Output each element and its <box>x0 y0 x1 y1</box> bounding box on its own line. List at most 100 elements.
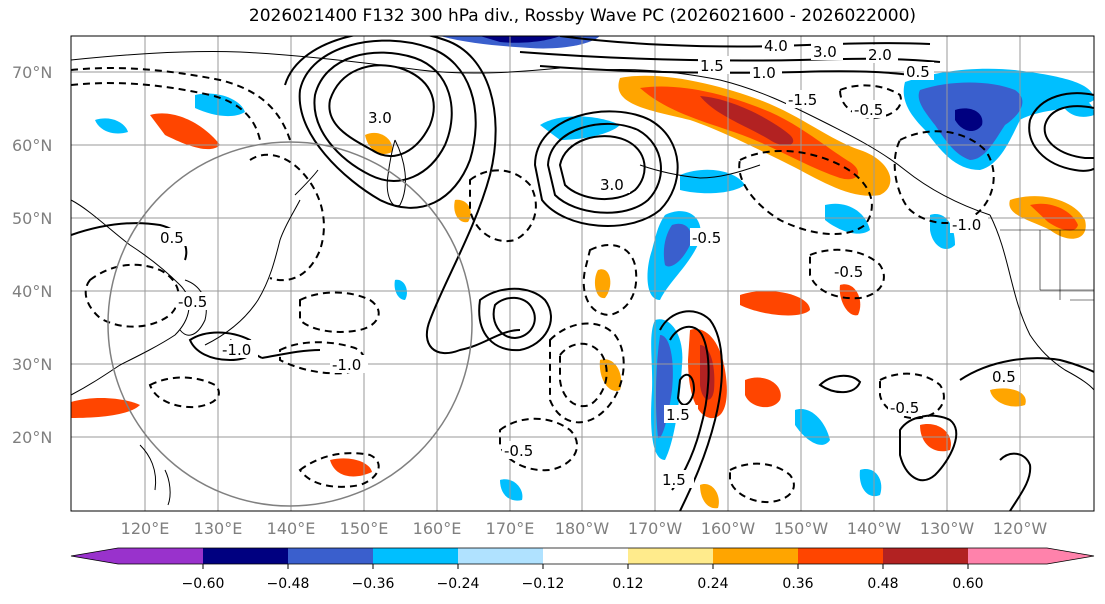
contour-neg-west-2 <box>71 82 261 141</box>
coast-korea <box>179 279 207 336</box>
shade-neg-west-4 <box>394 279 407 300</box>
contour-label: -0.5 <box>504 442 533 460</box>
colorbar-seg <box>883 548 968 564</box>
colorbar-seg <box>1047 548 1094 564</box>
contour-pacific-center <box>478 287 552 352</box>
lon-label: 140°W <box>847 519 902 538</box>
lat-label: 70°N <box>12 63 52 82</box>
contour-pacific-center-2 <box>492 296 536 340</box>
shade-pos-west-6 <box>700 484 719 509</box>
contour-labels: 4.0 3.0 2.0 1.5 1.0 0.5 3.0 3.0 0.5 -0.5… <box>158 36 1020 489</box>
colorbar-outline <box>70 547 1095 565</box>
contour-label: -1.5 <box>788 91 817 109</box>
contour-neg-center-1 <box>469 169 537 243</box>
contour-label: 1.5 <box>666 406 690 424</box>
contour-label: 0.5 <box>906 63 930 81</box>
contour-neg-east-2 <box>809 248 885 300</box>
colorbar-tick-label: −0.24 <box>437 576 480 592</box>
shade-neg-nw-canada-max <box>955 108 983 132</box>
colorbar-seg <box>713 548 798 564</box>
shade-pos-west-5 <box>454 199 471 223</box>
contour-neg-center-4 <box>582 244 638 317</box>
contour-label: 1.5 <box>662 471 686 489</box>
contour-east-1 <box>818 374 862 394</box>
shade-pos-west-1 <box>150 113 220 150</box>
colorbar-tick-label: −0.12 <box>522 576 565 592</box>
contour-high-nw-05 <box>284 36 521 355</box>
shade-pos-west-3 <box>330 458 372 477</box>
colorbar: −0.60 −0.48 −0.36 −0.24 −0.12 0.12 0.24 … <box>70 547 1095 592</box>
contour-neg-east-3 <box>879 372 945 420</box>
contour-neg-west-3 <box>249 153 325 282</box>
lat-label: 30°N <box>12 355 52 374</box>
contour-low-circle-1 <box>533 110 679 227</box>
contour-high-nw-3 <box>328 64 435 157</box>
shade-pos-west-2 <box>71 398 140 418</box>
colorbar-seg <box>458 548 543 564</box>
contour-label: 3.0 <box>813 43 837 61</box>
colorbar-seg <box>628 548 713 564</box>
shade-pos-east-1b <box>1030 203 1078 231</box>
map-frame <box>70 35 1095 512</box>
colorbar-tick-label: −0.60 <box>182 576 225 592</box>
contour-low-circle-3 <box>558 135 646 201</box>
lon-label: 160°W <box>701 519 756 538</box>
contour-label: 0.5 <box>992 368 1016 386</box>
longitude-labels: 120°E 130°E 140°E 150°E 160°E 170°E 180°… <box>121 519 1048 538</box>
shade-neg-west-5 <box>1060 98 1094 117</box>
contour-pacific-3 <box>676 373 696 406</box>
shade-pos-pacific-2 <box>745 377 781 408</box>
contour-label: 3.0 <box>368 109 392 127</box>
colorbar-tick-label: −0.48 <box>267 576 310 592</box>
coast-aleutians <box>639 164 761 179</box>
contour-label: -1.0 <box>332 356 361 374</box>
latitude-labels: 70°N 60°N 50°N 40°N 30°N 20°N <box>12 63 52 447</box>
contour-neg-east-5 <box>893 130 995 225</box>
shade-pos-gulf-alaska-core <box>640 86 859 180</box>
shade-neg-pacific-5 <box>825 203 870 234</box>
lon-label: 160°E <box>413 519 462 538</box>
colorbar-seg <box>968 548 1047 564</box>
colorbar-seg <box>288 548 373 564</box>
lon-label: 170°W <box>628 519 683 538</box>
contour-neg-east-6 <box>838 84 902 120</box>
range-circle <box>107 141 473 507</box>
colorbar-seg <box>71 548 118 564</box>
contour-east-3 <box>899 414 958 482</box>
shade-pos-pacific-3 <box>740 290 810 316</box>
colorbar-tick-label: 0.12 <box>612 576 643 592</box>
shade-neg-pacific-6 <box>859 469 882 497</box>
contour-neg-east-1 <box>738 150 873 236</box>
contour-ne-high-2 <box>1043 105 1094 159</box>
shaded-divergence <box>71 36 1094 509</box>
contour-label: 0.5 <box>160 229 184 247</box>
shade-pos-pacific-1b <box>700 345 715 400</box>
colorbar-seg <box>373 548 458 564</box>
lat-label: 50°N <box>12 209 52 228</box>
lon-label: 120°W <box>993 519 1048 538</box>
lon-label: 130°E <box>194 519 243 538</box>
shade-pos-pacific-6 <box>839 284 861 316</box>
contour-neg-center-3 <box>559 342 608 408</box>
lat-label: 20°N <box>12 428 52 447</box>
shade-neg-pacific-2b <box>663 223 692 267</box>
contour-neg-east-4 <box>729 462 795 504</box>
contour-label: -0.5 <box>178 293 207 311</box>
contour-neg-center-2 <box>549 322 625 424</box>
colorbar-seg <box>543 548 628 564</box>
shade-pos-gulf-alaska-max <box>700 96 794 146</box>
lon-label: 150°E <box>340 519 389 538</box>
coast-nw-america <box>989 214 1094 391</box>
lon-label: 150°W <box>774 519 829 538</box>
colorbar-tick-label: 0.60 <box>952 576 983 592</box>
coast-siberia <box>71 51 561 74</box>
colorbar-seg <box>118 548 203 564</box>
shade-pos-east-3 <box>990 388 1026 407</box>
contour-label: 3.0 <box>600 176 624 194</box>
contour-ne-high-1 <box>1028 92 1094 172</box>
contour-neg-center-5 <box>499 417 579 472</box>
shade-pos-west-4 <box>365 132 393 155</box>
shade-neg-west-1 <box>195 93 245 117</box>
contour-pacific-1 <box>659 310 723 511</box>
